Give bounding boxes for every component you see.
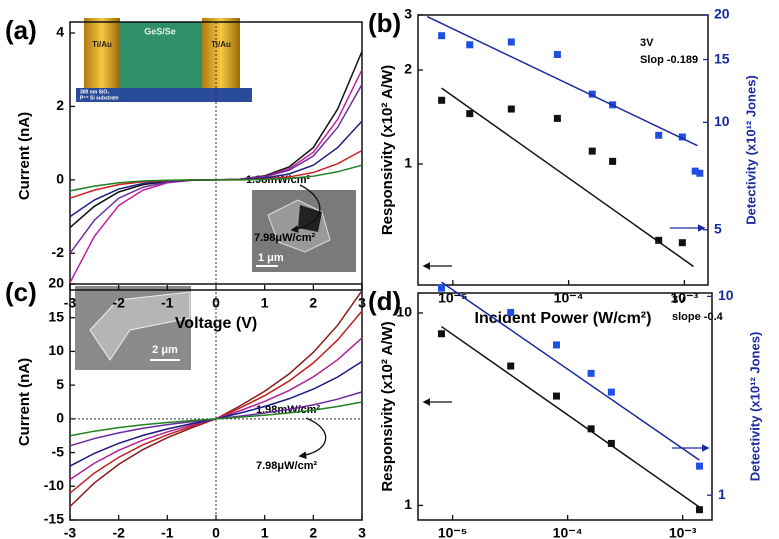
data-point — [696, 506, 703, 513]
y-tick-label: 2 — [404, 61, 412, 77]
y-tick-label: 3 — [404, 6, 412, 22]
y-tick-label: 5 — [56, 376, 64, 392]
data-point — [696, 463, 703, 470]
y-tick-label: 1 — [404, 496, 412, 512]
annotation: 7.98μW/cm² — [254, 232, 315, 244]
x-tick-label: 10⁻⁵ — [438, 525, 468, 539]
x-tick-label: 1 — [261, 525, 269, 539]
y-tick-label: 10 — [396, 304, 412, 320]
data-point — [507, 309, 514, 316]
x-tick-label: -1 — [161, 295, 174, 311]
data-point — [508, 39, 515, 46]
data-point — [553, 393, 560, 400]
data-point — [508, 106, 515, 113]
data-point — [466, 41, 473, 48]
electrode — [202, 18, 240, 88]
x-tick-label: 10⁻³ — [671, 290, 699, 306]
data-point — [438, 97, 445, 104]
x-tick-label: 10⁻³ — [669, 525, 697, 539]
y2-tick-label: 20 — [714, 6, 730, 22]
x-tick-label: 10⁻⁴ — [553, 525, 583, 539]
data-point — [588, 370, 595, 377]
data-point — [554, 51, 561, 58]
data-point — [696, 170, 703, 177]
data-point — [438, 285, 445, 292]
x-tick-label: 2 — [309, 295, 317, 311]
y2-tick-label: 10 — [718, 287, 734, 303]
y-tick-label: 0 — [56, 410, 64, 426]
data-point — [507, 363, 514, 370]
inset-label: Ti/Au — [211, 40, 231, 49]
sem-inset: 2 μm — [75, 286, 191, 370]
y-tick-label: -2 — [52, 244, 65, 260]
y-tick-label: 15 — [48, 308, 64, 324]
inset-label: 2 μm — [152, 344, 178, 356]
data-point — [438, 330, 445, 337]
y2-tick-label: 10 — [714, 113, 730, 129]
panel-label: (b) — [368, 8, 401, 38]
x-tick-label: -2 — [112, 525, 125, 539]
x-tick-label: 0 — [212, 525, 220, 539]
data-point — [466, 110, 473, 117]
data-point — [679, 239, 686, 246]
y-axis-title: Current (nA) — [16, 358, 33, 446]
data-point — [609, 158, 616, 165]
y-tick-label: 0 — [56, 171, 64, 187]
y-axis-title: Responsivity (x10² A/W) — [379, 65, 396, 235]
inset-label: GeS/Se — [144, 26, 176, 36]
y-axis-title: Responsivity (x10² A/W) — [379, 321, 396, 491]
y2-tick-label: 1 — [718, 486, 726, 502]
x-tick-label: 2 — [309, 525, 317, 539]
figure: Ti/Au GeS/Se Ti/Au 300 nm SiO₂ P⁺⁺ Si su… — [0, 0, 779, 539]
y2-axis-title: Detectivity (x10¹² Jones) — [747, 332, 762, 482]
x-tick-label: 3 — [358, 525, 366, 539]
data-point — [589, 148, 596, 155]
data-point — [438, 32, 445, 39]
y-tick-label: -10 — [44, 477, 64, 493]
y-tick-label: 10 — [48, 342, 64, 358]
annotation: 7.98μW/cm² — [256, 460, 317, 472]
y-tick-label: 4 — [56, 24, 64, 40]
x-tick-label: -2 — [112, 295, 125, 311]
annotation: Slop -0.189 — [640, 54, 698, 66]
y2-axis-title: Detectivity (x10¹² Jones) — [743, 75, 758, 225]
inset-label: Ti/Au — [92, 40, 112, 49]
x-tick-label: -3 — [64, 525, 77, 539]
inset-label: 1 μm — [258, 252, 284, 264]
annotation: slope -0.4 — [672, 311, 724, 323]
x-tick-label: 10⁻⁴ — [554, 290, 584, 306]
y-tick-label: 2 — [56, 97, 64, 113]
y-tick-label: -5 — [52, 443, 65, 459]
y-tick-label: 20 — [48, 275, 64, 291]
panel-label: (a) — [5, 15, 37, 45]
data-point — [655, 132, 662, 139]
x-tick-label: 1 — [261, 295, 269, 311]
y-tick-label: 1 — [404, 155, 412, 171]
y-tick-label: -15 — [44, 511, 64, 527]
annotation: 3V — [640, 37, 654, 49]
data-point — [608, 389, 615, 396]
x-tick-label: -1 — [161, 525, 174, 539]
y2-tick-label: 5 — [714, 220, 722, 236]
device-inset: Ti/Au GeS/Se Ti/Au 300 nm SiO₂ P⁺⁺ Si su… — [76, 18, 252, 102]
electrode — [84, 18, 120, 88]
panel-label: (c) — [5, 277, 37, 307]
inset-label: P⁺⁺ Si substrate — [80, 95, 119, 101]
data-point — [554, 115, 561, 122]
x-axis-title: Incident Power (W/cm²) — [475, 310, 652, 327]
data-point — [553, 341, 560, 348]
y-axis-title: Current (nA) — [16, 112, 33, 200]
y2-tick-label: 15 — [714, 50, 730, 66]
